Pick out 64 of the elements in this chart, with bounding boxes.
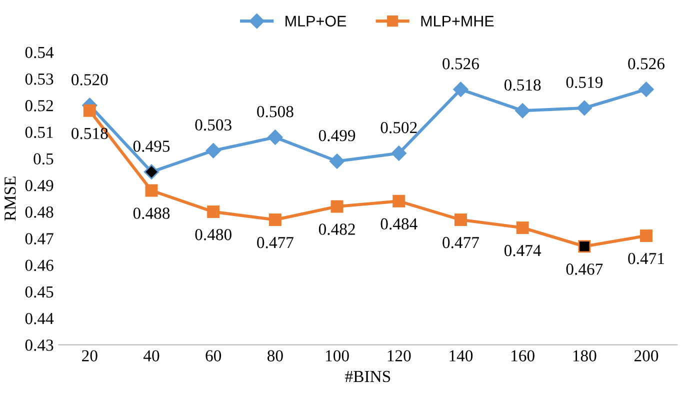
point — [392, 194, 406, 208]
point — [144, 164, 160, 180]
y-tick-label: 0.51 — [25, 126, 53, 138]
x-tick-label: 60 — [206, 350, 222, 362]
y-tick-label: 0.48 — [25, 206, 54, 218]
data-label: 0.471 — [628, 252, 664, 264]
y-tick-label: 0.44 — [25, 312, 54, 324]
data-label: 0.508 — [257, 106, 294, 118]
y-tick-label: 0.54 — [25, 46, 54, 58]
data-label: 0.503 — [195, 119, 232, 131]
data-label: 0.488 — [133, 208, 170, 219]
data-label: 0.477 — [257, 236, 294, 248]
point — [391, 146, 406, 161]
point — [640, 230, 653, 242]
point — [329, 154, 345, 169]
data-label: 0.518 — [504, 79, 541, 91]
data-label: 0.484 — [380, 218, 418, 230]
point — [268, 214, 282, 226]
x-tick-label: 140 — [450, 350, 473, 362]
data-label: 0.477 — [442, 236, 479, 248]
x-tick-label: 80 — [267, 350, 283, 362]
x-axis-title: #BINS — [345, 370, 390, 382]
data-label: 0.502 — [380, 122, 417, 134]
legend-label: MLP+OE — [286, 16, 346, 27]
x-tick-label: 100 — [326, 350, 349, 362]
data-label: 0.482 — [318, 224, 355, 235]
legend-label: MLP+MHE — [421, 16, 494, 26]
y-tick-label: 0.53 — [25, 73, 54, 85]
point — [515, 103, 530, 118]
data-label: 0.519 — [566, 76, 602, 88]
data-label: 0.474 — [504, 244, 542, 256]
y-tick-label: 0.49 — [25, 180, 54, 192]
data-label: 0.467 — [566, 264, 603, 275]
x-tick-label: 20 — [82, 350, 98, 362]
y-tick-label: 0.46 — [25, 260, 54, 272]
data-label: 0.499 — [318, 130, 356, 142]
data-label: 0.520 — [72, 74, 108, 86]
data-label: 0.480 — [195, 228, 232, 240]
y-axis-title: RMSE — [4, 176, 16, 221]
point — [83, 104, 96, 117]
x-tick-label: 40 — [143, 350, 160, 362]
point — [453, 82, 468, 97]
point — [207, 206, 220, 218]
point — [145, 184, 158, 197]
data-label: 0.526 — [442, 58, 479, 70]
data-label: 0.495 — [133, 140, 170, 152]
point — [330, 200, 344, 213]
point — [268, 130, 283, 145]
x-tick-label: 120 — [388, 350, 411, 362]
data-label: 0.526 — [628, 58, 665, 70]
point — [638, 82, 654, 97]
point — [206, 143, 221, 158]
point — [454, 214, 467, 226]
point — [576, 100, 592, 116]
y-tick-label: 0.43 — [25, 340, 54, 351]
y-tick-label: 0.52 — [25, 100, 53, 112]
point — [516, 222, 529, 234]
y-tick-label: 0.5 — [34, 153, 54, 165]
x-tick-label: 160 — [512, 350, 534, 362]
x-tick-label: 180 — [573, 350, 596, 362]
point — [578, 240, 591, 253]
y-tick-label: 0.45 — [25, 286, 54, 298]
y-tick-label: 0.47 — [25, 233, 54, 244]
x-tick-label: 200 — [634, 350, 658, 362]
